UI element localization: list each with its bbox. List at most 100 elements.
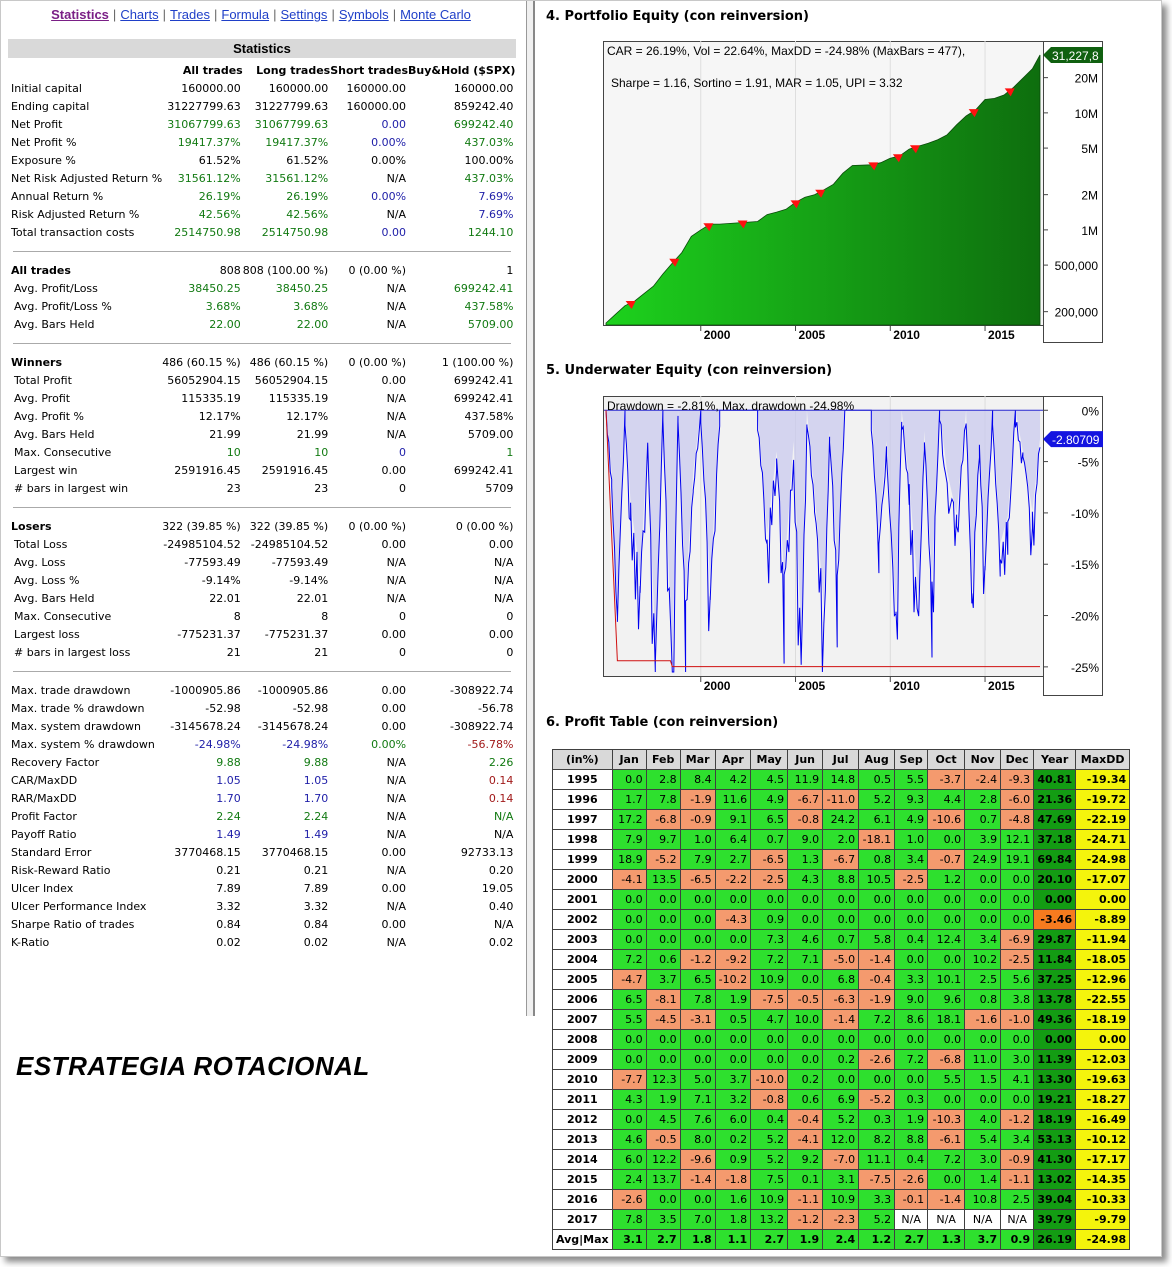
profit-table-month-value: 0.0 (1000, 1089, 1035, 1110)
profit-table-month-value: 6.0 (714, 1109, 752, 1130)
stats-value: 0.00 (381, 627, 407, 641)
profit-table-month-value: 8.6 (894, 1009, 929, 1030)
nav-link-statistics[interactable]: Statistics (51, 7, 109, 22)
stats-value: 5709.00 (467, 427, 514, 441)
profit-table-month-value: -1.0 (1000, 1009, 1035, 1030)
profit-table-year: 2001 (552, 889, 613, 910)
nav-link-formula[interactable]: Formula (221, 7, 270, 22)
stats-value: 22.01 (209, 591, 241, 605)
profit-table-month-value: 5.5 (894, 769, 929, 790)
stats-value: -52.98 (205, 701, 241, 715)
panel-divider[interactable] (526, 1, 535, 1016)
profit-table-month-value: 5.0 (679, 1069, 716, 1090)
stats-value: 0.00 (381, 225, 407, 239)
drawdown-mark (790, 200, 801, 209)
profit-table-row: 1997 17.2 -6.8 -0.9 9.1 6.5 -0.8 24.2 6.1 4.9 -10.… (552, 809, 1131, 830)
profit-table-month-value: 1.7 (611, 789, 647, 810)
profit-table-month-value: -5.2 (645, 849, 681, 870)
last-value-badge (1043, 431, 1103, 448)
nav-link-trades[interactable]: Trades (170, 7, 210, 22)
stats-label: Net Risk Adjusted Return % (11, 171, 163, 185)
profit-table-month-value: -0.4 (858, 969, 896, 990)
profit-table-maxdd: -24.98 (1075, 849, 1131, 870)
x-tick-label: 2015 (988, 679, 1015, 693)
stats-value: 21.99 (296, 427, 329, 441)
profit-table-avg-row: Avg|Max 3.1 2.7 1.8 1.1 2.7 1.9 2.4 1.2 2.7 1.3 3.7… (552, 1229, 1131, 1250)
profit-table-month-value: 8.4 (679, 769, 716, 790)
stats-value: 0 (506, 645, 514, 659)
report-nav: Statistics | Charts | Trades | Formula | Setting… (1, 7, 521, 22)
stats-value: N/A (386, 773, 407, 787)
stats-label: Initial capital (11, 81, 82, 95)
profit-table-header: Mar (679, 749, 716, 770)
profit-table-month-value: 0.8 (858, 849, 896, 870)
stats-value: 1244.10 (467, 225, 514, 239)
profit-table-month-value: 3.0 (1000, 1049, 1035, 1070)
profit-table-month-value: -11.0 (822, 789, 860, 810)
stats-value: 0 (399, 481, 407, 495)
profit-table-month-value: 4.4 (927, 789, 966, 810)
profit-table-month-value: -8.1 (645, 989, 681, 1010)
nav-link-charts[interactable]: Charts (120, 7, 159, 22)
stats-value: 31561.12% (177, 171, 241, 185)
stats-value: -24985104.52 (163, 537, 241, 551)
profit-table-month-value: 0.0 (611, 889, 647, 910)
stats-value: 56052904.15 (167, 373, 241, 387)
profit-table-month-value: 6.9 (822, 1089, 860, 1110)
stats-value: 160000.00 (453, 81, 514, 95)
underwater-line (605, 409, 1041, 673)
profit-table-month-value: 0.0 (964, 1089, 1002, 1110)
stats-section-header: Losers 322 (39.85 %) 322 (39.85 %) 0 (0.00 … (9, 517, 515, 535)
stats-label: Max. trade drawdown (11, 683, 131, 697)
equity-annotation-line2: Sharpe = 1.16, Sortino = 1.91, MAR = 1.0… (611, 76, 903, 90)
profit-table-header: (in%) (552, 749, 613, 770)
profit-table-month-value: 10.8 (964, 1189, 1002, 1210)
profit-table-avg-month: 1.2 (858, 1229, 896, 1250)
profit-table-month-value: 3.1 (822, 1169, 860, 1190)
stats-value: 38450.25 (188, 281, 241, 295)
profit-table-avg-month: 2.4 (822, 1229, 860, 1250)
profit-table-month-value: 0.0 (894, 909, 929, 930)
stats-row: Ulcer Performance Index 3.32 3.32 N/A 0.40 (9, 897, 515, 915)
stats-value: 3770468.15 (261, 845, 329, 859)
profit-table-month-value: 0.0 (645, 929, 681, 950)
nav-separator: | (213, 7, 218, 22)
nav-link-symbols[interactable]: Symbols (338, 7, 389, 22)
profit-table-month-value: -1.2 (679, 949, 716, 970)
profit-table-month-value: 9.2 (787, 1149, 824, 1170)
stats-value: 115335.19 (181, 391, 241, 405)
stats-value: N/A (386, 863, 407, 877)
stats-value: 1.70 (216, 791, 241, 805)
stats-section-title: Winners (11, 355, 62, 369)
profit-table-row: 1996 1.7 7.8 -1.9 11.6 4.9 -6.7 -11.0 5.2 9.3 4.4 2… (552, 789, 1131, 810)
stats-row: Avg. Profit/Loss 38450.25 38450.25 N/A 69924… (9, 279, 515, 297)
profit-table-month-value: 5.6 (1000, 969, 1035, 990)
profit-table-month-value: -2.5 (894, 869, 929, 890)
profit-table-avg-month: 2.7 (750, 1229, 789, 1250)
profit-table-month-value: -6.8 (645, 809, 681, 830)
stats-value: N/A (493, 827, 514, 841)
profit-table-year: 2003 (552, 929, 613, 950)
profit-table-month-value: 0.0 (894, 1069, 929, 1090)
profit-table-month-value: 0.3 (858, 1109, 896, 1130)
profit-table-row: 2013 4.6 -0.5 8.0 0.2 5.2 -4.1 12.0 8.2 8.8 -6.1 5.… (552, 1129, 1131, 1150)
profit-table-month-value: 24.9 (964, 849, 1002, 870)
profit-table-month-value: 0.0 (894, 949, 929, 970)
stats-value: -52.98 (292, 701, 329, 715)
nav-link-settings[interactable]: Settings (280, 7, 328, 22)
nav-link-monte-carlo[interactable]: Monte Carlo (400, 7, 471, 22)
profit-table-month-value: 1.0 (894, 829, 929, 850)
x-tick-label: 2005 (799, 328, 826, 342)
stats-label: # bars in largest loss (14, 645, 131, 659)
profit-table-month-value: 2.5 (964, 969, 1002, 990)
y-tick-label: -5% (1078, 456, 1100, 470)
drawdown-mark (737, 220, 748, 229)
profit-table-month-value: 0.0 (822, 889, 860, 910)
profit-table-month-value: 2.4 (611, 1169, 647, 1190)
profit-table-month-value: 0.5 (858, 769, 896, 790)
profit-table-year-total: 0.00 (1033, 1029, 1077, 1050)
profit-table-row: 2006 6.5 -8.1 7.8 1.9 -7.5 -0.5 -6.3 -1.9 9.0 9.6 0… (552, 989, 1131, 1010)
y-tick-label: 200,000 (1055, 306, 1099, 320)
statistics-column-header-row: All trades Long trades Short trades Buy&… (9, 61, 516, 79)
stats-value: 808 (100.00 %) (242, 263, 329, 277)
